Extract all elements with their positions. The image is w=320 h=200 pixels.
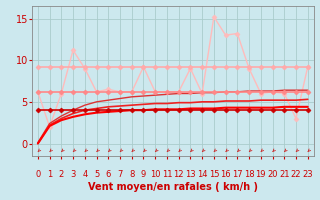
X-axis label: Vent moyen/en rafales ( km/h ): Vent moyen/en rafales ( km/h ) bbox=[88, 182, 258, 192]
